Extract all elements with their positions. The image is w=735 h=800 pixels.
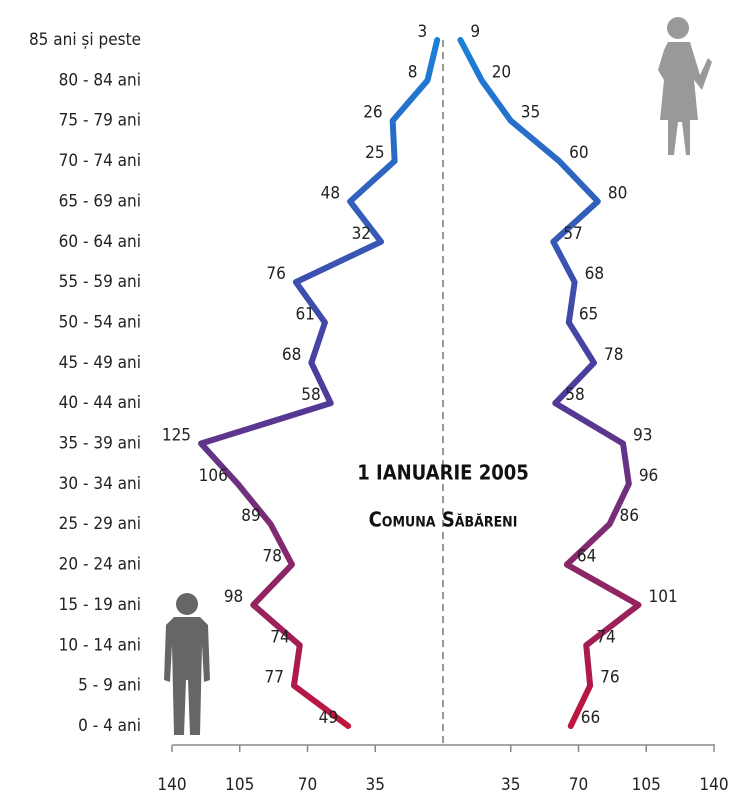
value-label: 3 <box>417 22 427 42</box>
x-tick-label: 35 <box>366 775 385 795</box>
x-tick-label: 140 <box>157 775 186 795</box>
value-label: 76 <box>600 668 619 688</box>
category-label: 30 - 34 ani <box>59 474 141 494</box>
value-label: 58 <box>301 385 320 405</box>
x-tick-label: 140 <box>699 775 728 795</box>
x-tick-label: 105 <box>632 775 661 795</box>
value-label: 86 <box>619 506 638 526</box>
category-label: 20 - 24 ani <box>59 555 141 575</box>
value-label: 78 <box>263 547 282 567</box>
category-label: 25 - 29 ani <box>59 514 141 534</box>
value-label: 93 <box>633 426 652 446</box>
chart-subtitle: Comuna Săbăreni <box>369 508 518 532</box>
category-label: 10 - 14 ani <box>59 635 141 655</box>
value-label: 48 <box>321 183 340 203</box>
value-label: 57 <box>563 224 582 244</box>
value-label: 106 <box>199 466 228 486</box>
value-label: 74 <box>596 627 615 647</box>
value-label: 32 <box>352 224 371 244</box>
value-label: 65 <box>579 304 598 324</box>
female-icon <box>658 17 712 155</box>
value-label: 68 <box>282 345 301 365</box>
value-label: 20 <box>492 62 511 82</box>
value-label: 98 <box>224 587 243 607</box>
x-tick-label: 70 <box>298 775 317 795</box>
value-label: 78 <box>604 345 623 365</box>
value-label: 58 <box>565 385 584 405</box>
male-icon <box>164 593 210 735</box>
chart-title: 1 IANUARIE 2005 <box>357 461 529 485</box>
value-label: 68 <box>585 264 604 284</box>
value-label: 25 <box>365 143 384 163</box>
population-line <box>457 37 642 729</box>
value-label: 125 <box>162 426 191 446</box>
category-label: 35 - 39 ani <box>59 434 141 454</box>
value-label: 77 <box>264 668 283 688</box>
value-label: 80 <box>608 183 627 203</box>
category-label: 55 - 59 ani <box>59 272 141 292</box>
x-tick-label: 35 <box>501 775 520 795</box>
category-label: 85 ani și peste <box>29 30 141 50</box>
value-label: 60 <box>569 143 588 163</box>
value-label: 35 <box>521 103 540 123</box>
value-label: 8 <box>408 62 418 82</box>
value-label: 76 <box>266 264 285 284</box>
category-label: 80 - 84 ani <box>59 70 141 90</box>
category-label: 40 - 44 ani <box>59 393 141 413</box>
x-tick-label: 105 <box>225 775 254 795</box>
value-label: 74 <box>270 627 289 647</box>
population-line <box>198 37 441 729</box>
value-label: 49 <box>319 708 338 728</box>
category-label: 75 - 79 ani <box>59 111 141 131</box>
x-tick-label: 70 <box>569 775 588 795</box>
category-label: 45 - 49 ani <box>59 353 141 373</box>
category-label: 60 - 64 ani <box>59 232 141 252</box>
value-label: 9 <box>470 22 480 42</box>
value-label: 61 <box>295 304 314 324</box>
value-label: 101 <box>649 587 678 607</box>
value-label: 89 <box>241 506 260 526</box>
category-label: 5 - 9 ani <box>78 676 141 696</box>
category-label: 70 - 74 ani <box>59 151 141 171</box>
category-label: 50 - 54 ani <box>59 312 141 332</box>
value-label: 96 <box>639 466 658 486</box>
value-label: 66 <box>581 708 600 728</box>
value-label: 26 <box>363 103 382 123</box>
category-label: 65 - 69 ani <box>59 191 141 211</box>
category-label: 0 - 4 ani <box>78 716 141 736</box>
category-label: 15 - 19 ani <box>59 595 141 615</box>
value-label: 64 <box>577 547 596 567</box>
